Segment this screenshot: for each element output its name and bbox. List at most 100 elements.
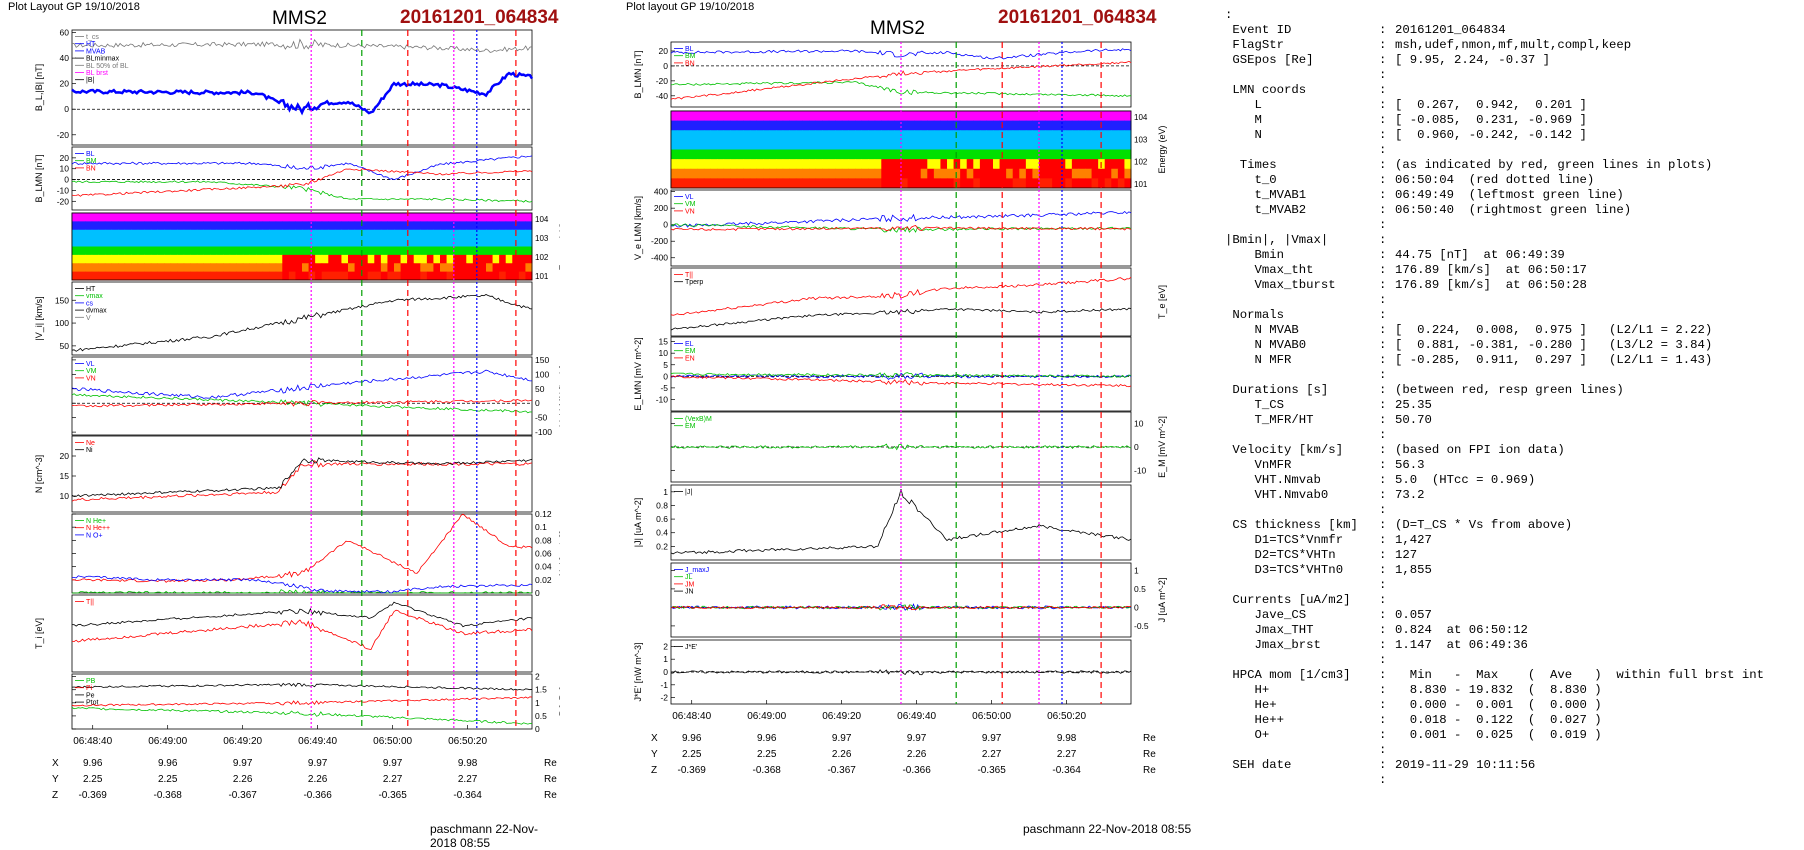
summary-value: (based on FPI ion data) xyxy=(1395,443,1565,457)
spectrogram-cell xyxy=(354,254,362,264)
spectrogram-cell xyxy=(782,178,790,189)
spectrogram-cell xyxy=(855,111,863,122)
spectrogram-cell xyxy=(776,168,784,179)
spectrogram-cell xyxy=(157,271,165,281)
spectrogram-cell xyxy=(308,213,316,222)
spectrogram-cell xyxy=(426,213,434,222)
spectrogram-cell xyxy=(104,246,112,256)
spectrogram-cell xyxy=(282,221,290,231)
spectrogram-cell xyxy=(874,111,882,122)
y-tick-label: 0.4 xyxy=(656,528,668,538)
y-tick-label: 0.2 xyxy=(656,541,668,551)
spectrogram-cell xyxy=(249,238,257,247)
spectrogram-cell xyxy=(1025,149,1033,160)
spectrogram-cell xyxy=(288,221,296,231)
position-value: 9.98 xyxy=(458,758,478,769)
spectrogram-cell xyxy=(723,159,731,170)
spectrogram-cell xyxy=(118,221,126,231)
spectrogram-cell xyxy=(433,246,441,256)
spectrogram-cell xyxy=(282,271,290,281)
spectrogram-cell xyxy=(361,221,369,231)
summary-value: 06:49:49 (leftmost green line) xyxy=(1395,188,1624,202)
legend-entry: BLminmax xyxy=(86,56,120,63)
spectrogram-cell xyxy=(131,254,139,264)
spectrogram-cell xyxy=(124,221,132,231)
spectrogram-cell xyxy=(426,263,434,273)
spectrogram-cell xyxy=(177,263,185,273)
spectrogram-cell xyxy=(380,221,388,231)
spectrogram-cell xyxy=(1045,111,1053,122)
spectrogram-cell xyxy=(137,238,145,247)
spectrogram-cell xyxy=(684,149,692,160)
spectrogram-cell xyxy=(841,149,849,160)
spectrogram-cell xyxy=(920,149,928,160)
spectrogram-cell xyxy=(1065,111,1073,122)
spectrogram-cell xyxy=(111,213,119,222)
y-tick-label: 15 xyxy=(659,337,669,347)
spectrogram-cell xyxy=(275,221,283,231)
spectrogram-cell xyxy=(177,221,185,231)
spectrogram-cell xyxy=(966,168,974,179)
legend-entry: EL xyxy=(685,341,694,348)
spectrogram-cell xyxy=(459,254,467,264)
spectrogram-cell xyxy=(459,271,467,281)
y-tick-label: 103 xyxy=(1134,135,1148,144)
position-row-label: Y xyxy=(52,774,59,785)
spectrogram-cell xyxy=(262,246,270,256)
spectrogram-cell xyxy=(380,263,388,273)
spectrogram-cell xyxy=(717,120,725,131)
spectrogram-cell xyxy=(308,271,316,281)
spectrogram-cell xyxy=(920,130,928,141)
spectrogram-cell xyxy=(282,213,290,222)
spectrogram-cell xyxy=(1032,111,1040,122)
spectrogram-cell xyxy=(677,130,685,141)
spectrogram-cell xyxy=(1117,168,1125,179)
spectrogram-cell xyxy=(196,254,204,264)
spectrogram-cell xyxy=(242,213,250,222)
spectrogram-cell xyxy=(131,229,139,239)
spectrogram-cell xyxy=(210,213,218,222)
position-unit: Re xyxy=(1143,765,1156,776)
spectrogram-cell xyxy=(901,178,909,189)
summary-value: [ 0.224, 0.008, 0.975 ] (L2/L1 = 2.22) xyxy=(1395,323,1713,337)
spectrogram-cell xyxy=(144,271,152,281)
spectrogram-cell xyxy=(348,238,356,247)
spectrogram-cell xyxy=(341,238,349,247)
spectrogram-cell xyxy=(848,168,856,179)
spectrogram-cell xyxy=(446,246,454,256)
spectrogram-cell xyxy=(249,254,257,264)
spacecraft-label: MMS2 xyxy=(870,18,925,39)
spectrogram-cell xyxy=(85,213,93,222)
spectrogram-cell xyxy=(979,139,987,150)
spectrogram-cell xyxy=(223,271,231,281)
y-axis-label: N [cm^-3] xyxy=(34,455,44,493)
legend-entry: vmax xyxy=(86,293,103,300)
spectrogram-cell xyxy=(302,221,310,231)
spectrogram-cell xyxy=(91,271,99,281)
y-tick-label: 150 xyxy=(55,295,69,305)
spectrogram-cell xyxy=(223,229,231,239)
spectrogram-cell xyxy=(710,178,718,189)
spectrogram-cell xyxy=(901,111,909,122)
spectrogram-cell xyxy=(1006,149,1014,160)
spectrogram-cell xyxy=(960,111,968,122)
spectrogram-cell xyxy=(420,254,428,264)
summary-key: GSEpos [Re] xyxy=(1225,53,1314,67)
position-value: -0.369 xyxy=(79,790,108,800)
spectrogram-cell xyxy=(1045,168,1053,179)
spectrogram-cell xyxy=(486,229,494,239)
spectrogram-cell xyxy=(525,213,533,222)
spectrogram-cell xyxy=(828,139,836,150)
legend-entry: BM xyxy=(86,158,97,165)
summary-colon: : xyxy=(1379,203,1387,217)
spectrogram-cell xyxy=(348,263,356,273)
y-tick-label: 102 xyxy=(535,253,549,262)
spectrogram-cell xyxy=(492,229,500,239)
spectrogram-cell xyxy=(348,254,356,264)
spectrogram-cell xyxy=(111,238,119,247)
spectrogram-cell xyxy=(1006,111,1014,122)
spectrogram-cell xyxy=(776,130,784,141)
spectrogram-cell xyxy=(118,229,126,239)
legend-entry: Ne xyxy=(86,440,95,447)
spectrogram-cell xyxy=(354,238,362,247)
